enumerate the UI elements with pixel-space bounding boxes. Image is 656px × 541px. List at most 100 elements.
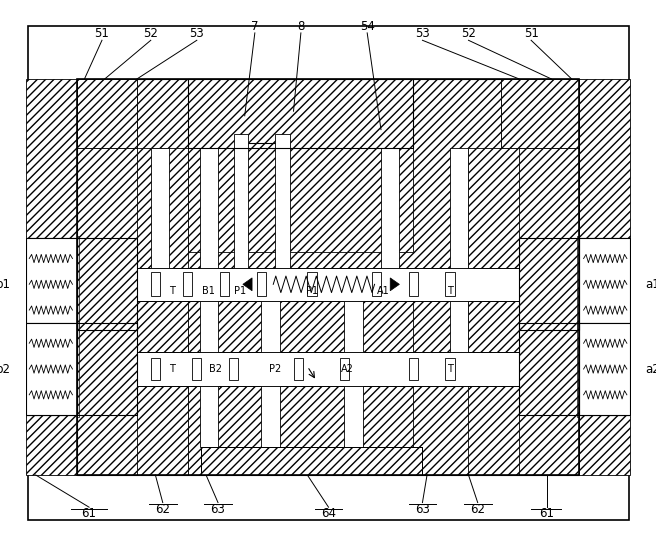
Bar bbox=[501, 79, 579, 148]
Bar bbox=[381, 148, 400, 268]
Bar bbox=[445, 272, 455, 296]
Bar bbox=[450, 301, 468, 353]
Bar bbox=[199, 386, 218, 447]
Bar bbox=[307, 272, 317, 296]
Bar bbox=[151, 148, 169, 268]
Text: b2: b2 bbox=[0, 362, 10, 375]
Bar bbox=[77, 79, 579, 475]
Bar bbox=[26, 323, 77, 415]
Bar bbox=[199, 148, 218, 268]
Text: T: T bbox=[447, 286, 453, 296]
Bar bbox=[340, 358, 349, 380]
Text: 62: 62 bbox=[155, 503, 171, 516]
Bar bbox=[26, 238, 77, 331]
Bar bbox=[26, 79, 77, 238]
Bar bbox=[188, 79, 413, 148]
Bar bbox=[468, 301, 519, 353]
Bar bbox=[234, 134, 249, 268]
Bar bbox=[188, 386, 413, 475]
Bar bbox=[26, 415, 77, 475]
Text: 52: 52 bbox=[143, 27, 158, 40]
Bar bbox=[188, 148, 413, 252]
Bar bbox=[220, 272, 229, 296]
Bar bbox=[468, 148, 519, 272]
Polygon shape bbox=[390, 278, 400, 291]
Bar bbox=[344, 301, 363, 353]
Text: 52: 52 bbox=[461, 27, 476, 40]
Text: 62: 62 bbox=[470, 503, 485, 516]
Bar bbox=[579, 238, 630, 331]
Bar bbox=[409, 272, 418, 296]
Bar bbox=[372, 272, 381, 296]
Text: P2: P2 bbox=[269, 364, 281, 374]
Bar bbox=[275, 134, 290, 268]
Polygon shape bbox=[243, 278, 252, 291]
Text: P1: P1 bbox=[306, 286, 318, 296]
Text: 51: 51 bbox=[94, 27, 110, 40]
Bar bbox=[183, 272, 192, 296]
Text: 61: 61 bbox=[539, 507, 554, 520]
Bar bbox=[579, 323, 630, 331]
Bar bbox=[261, 386, 279, 457]
Bar bbox=[201, 447, 422, 475]
Text: A2: A2 bbox=[340, 364, 354, 374]
Bar bbox=[501, 79, 579, 148]
Text: 63: 63 bbox=[415, 503, 430, 516]
Text: 64: 64 bbox=[321, 507, 336, 520]
Bar bbox=[579, 323, 630, 415]
Text: 63: 63 bbox=[211, 503, 226, 516]
Bar bbox=[199, 301, 218, 353]
Bar bbox=[26, 323, 77, 415]
Bar bbox=[77, 238, 137, 331]
Text: 53: 53 bbox=[190, 27, 204, 40]
Bar bbox=[229, 358, 238, 380]
Bar bbox=[137, 148, 188, 272]
Bar bbox=[579, 323, 630, 415]
Bar bbox=[137, 353, 519, 386]
Bar bbox=[77, 79, 137, 148]
Bar bbox=[256, 272, 266, 296]
Text: B1: B1 bbox=[202, 286, 215, 296]
Text: a1: a1 bbox=[646, 278, 656, 291]
Text: A1: A1 bbox=[377, 286, 390, 296]
Text: T: T bbox=[447, 364, 453, 374]
Bar bbox=[137, 386, 188, 475]
Bar bbox=[445, 358, 455, 380]
Text: 51: 51 bbox=[523, 27, 539, 40]
Bar bbox=[77, 323, 137, 415]
Bar bbox=[577, 236, 632, 332]
Bar bbox=[409, 358, 418, 380]
Bar bbox=[151, 272, 160, 296]
Bar bbox=[137, 268, 519, 301]
Bar bbox=[192, 358, 201, 380]
Bar bbox=[577, 321, 632, 417]
Bar bbox=[344, 386, 363, 457]
Bar bbox=[450, 148, 468, 268]
Bar bbox=[201, 447, 422, 475]
Bar bbox=[579, 79, 630, 238]
Bar bbox=[188, 79, 413, 148]
Bar bbox=[579, 415, 630, 475]
Text: a2: a2 bbox=[646, 362, 656, 375]
Bar bbox=[77, 79, 579, 475]
Bar bbox=[26, 238, 77, 331]
Bar bbox=[77, 79, 137, 148]
Bar bbox=[25, 321, 79, 417]
Bar bbox=[293, 358, 302, 380]
Bar bbox=[151, 358, 160, 380]
Bar bbox=[25, 236, 79, 332]
Bar bbox=[201, 447, 422, 475]
Bar bbox=[468, 386, 519, 475]
Text: T: T bbox=[169, 364, 175, 374]
Text: 53: 53 bbox=[415, 27, 430, 40]
Bar bbox=[261, 301, 279, 353]
Text: 8: 8 bbox=[297, 20, 304, 33]
Bar bbox=[579, 238, 630, 331]
Text: 61: 61 bbox=[81, 507, 96, 520]
Bar bbox=[137, 301, 188, 353]
Text: P1: P1 bbox=[234, 286, 246, 296]
Bar bbox=[26, 323, 77, 331]
Text: 7: 7 bbox=[251, 20, 258, 33]
Bar bbox=[188, 301, 413, 353]
Bar bbox=[519, 238, 579, 331]
